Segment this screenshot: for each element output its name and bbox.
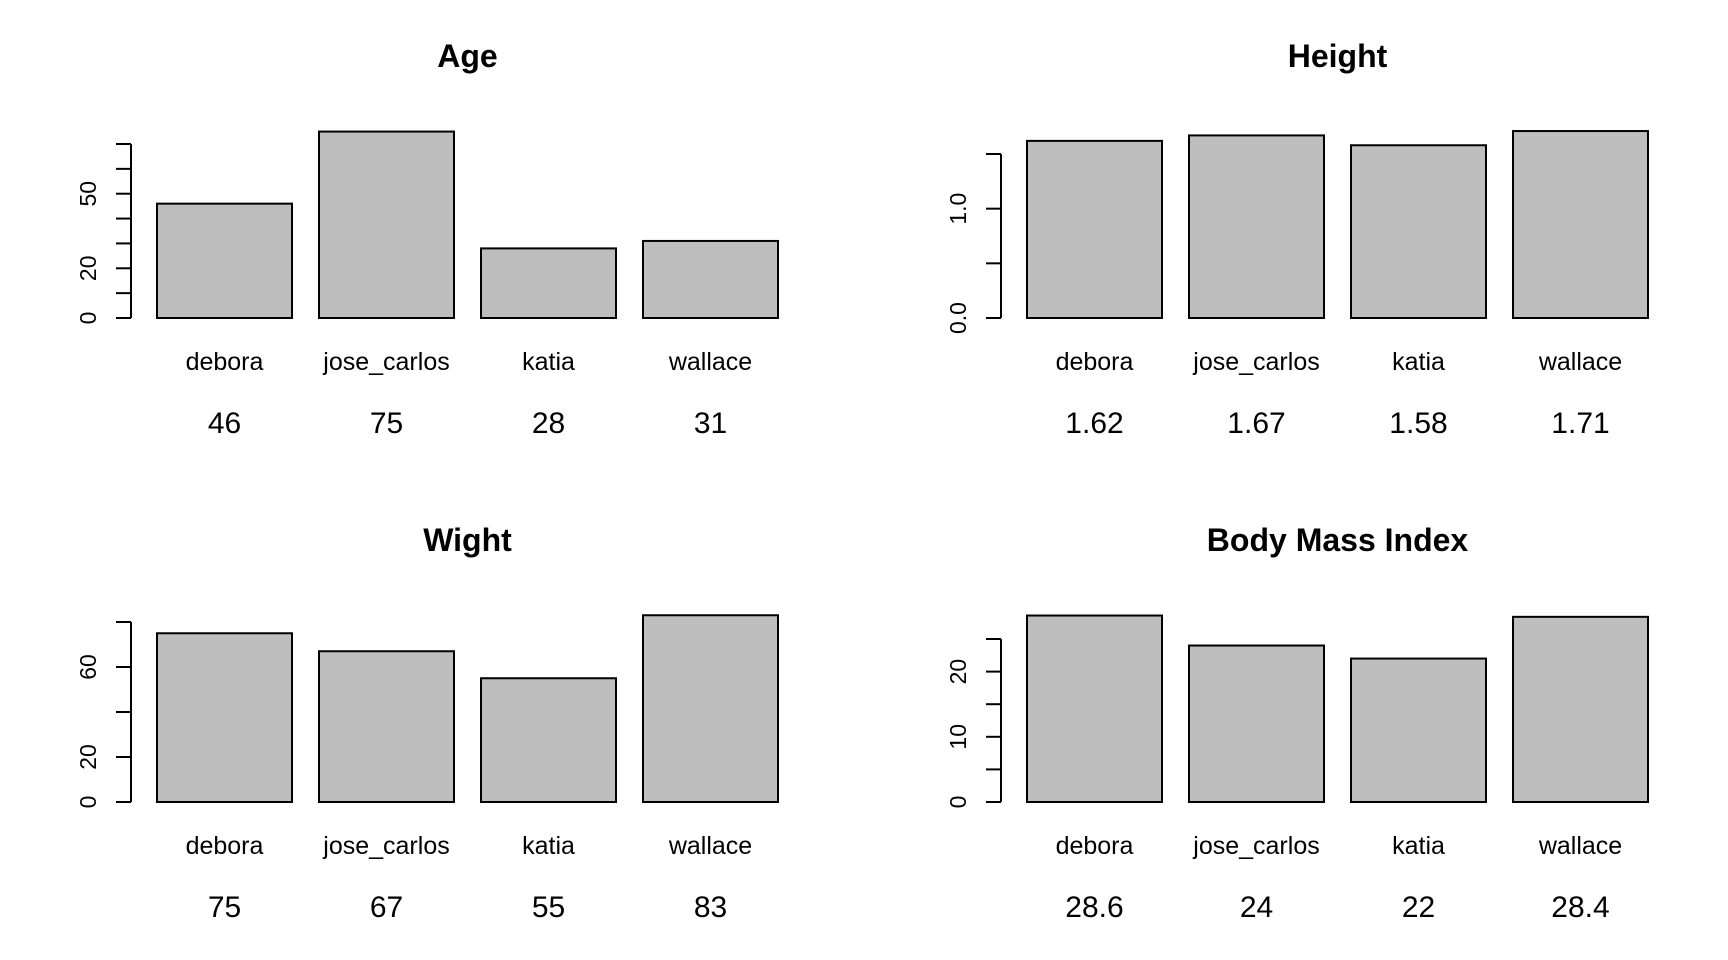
y-tick-label: 60 [75, 654, 101, 680]
category-label: jose_carlos [322, 348, 449, 376]
value-label: 75 [370, 407, 403, 440]
bar [1026, 614, 1163, 804]
bar [642, 239, 779, 319]
bar [1350, 144, 1487, 319]
category-label: wallace [668, 348, 752, 376]
value-label: 28.6 [1065, 891, 1123, 924]
bar [1512, 615, 1649, 803]
category-label: katia [1392, 348, 1445, 376]
y-tick-label: 10 [945, 724, 971, 750]
value-label: 1.58 [1389, 407, 1447, 440]
bar [156, 632, 293, 803]
category-label: katia [522, 832, 575, 860]
value-label: 31 [694, 407, 727, 440]
bar [1512, 130, 1649, 319]
y-tick-label: 1.0 [945, 193, 971, 225]
bar [318, 130, 455, 319]
category-label: jose_carlos [1192, 832, 1319, 860]
value-label: 22 [1402, 891, 1435, 924]
y-tick-label: 20 [945, 659, 971, 685]
category-label: katia [522, 348, 575, 376]
value-label: 24 [1240, 891, 1273, 924]
category-label: wallace [1538, 832, 1622, 860]
value-label: 28 [532, 407, 565, 440]
value-label: 67 [370, 891, 403, 924]
bar [1188, 644, 1325, 804]
value-label: 1.71 [1551, 407, 1609, 440]
value-label: 83 [694, 891, 727, 924]
y-tick-label: 50 [75, 181, 101, 207]
value-label: 46 [208, 407, 241, 440]
chart-title: Age [437, 38, 497, 74]
category-label: wallace [1538, 348, 1622, 376]
category-label: debora [1056, 832, 1134, 860]
y-tick-label: 0 [945, 796, 971, 809]
category-label: jose_carlos [322, 832, 449, 860]
value-label: 75 [208, 891, 241, 924]
value-label: 55 [532, 891, 565, 924]
bar [156, 202, 293, 320]
value-label: 1.62 [1065, 407, 1123, 440]
category-label: debora [1056, 348, 1134, 376]
bar [318, 650, 455, 803]
chart-title: Height [1288, 38, 1388, 74]
y-tick-label: 0.0 [945, 302, 971, 334]
bar [1026, 139, 1163, 319]
y-tick-label: 20 [75, 744, 101, 770]
category-label: katia [1392, 832, 1445, 860]
category-label: wallace [668, 832, 752, 860]
y-tick-label: 20 [75, 255, 101, 281]
category-label: debora [186, 832, 264, 860]
category-label: debora [186, 348, 264, 376]
category-label: jose_carlos [1192, 348, 1319, 376]
value-label: 28.4 [1551, 891, 1609, 924]
y-tick-label: 0 [75, 312, 101, 325]
bar [1350, 657, 1487, 803]
chart-title: Body Mass Index [1207, 522, 1469, 558]
bar [480, 677, 617, 803]
value-label: 1.67 [1227, 407, 1285, 440]
bar [480, 247, 617, 319]
chart-title: Wight [423, 522, 512, 558]
y-tick-label: 0 [75, 796, 101, 809]
bar [1188, 134, 1325, 319]
bar [642, 614, 779, 803]
